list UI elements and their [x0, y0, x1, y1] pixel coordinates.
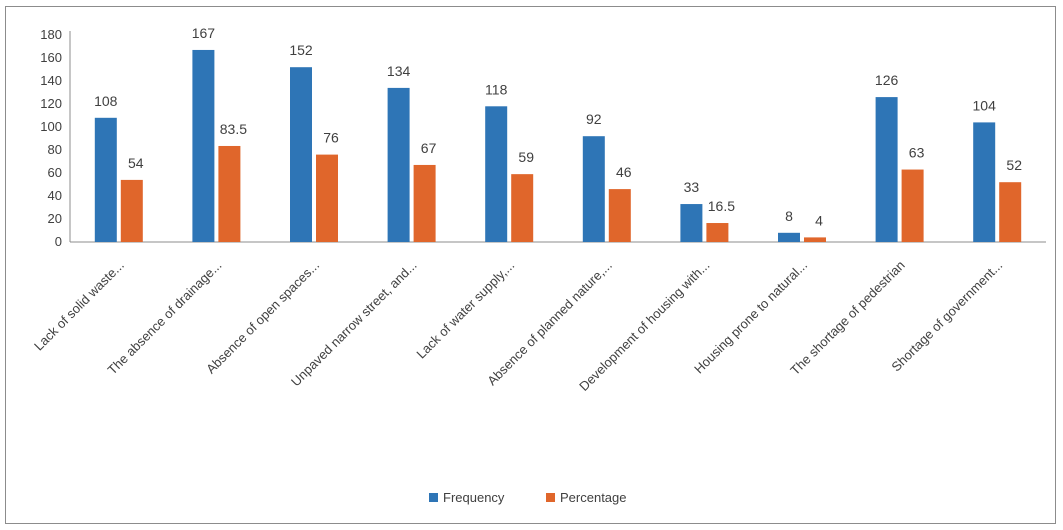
frequency-data-label: 108 [94, 93, 118, 109]
percentage-data-label: 16.5 [708, 198, 735, 214]
frequency-bar [94, 117, 117, 242]
percentage-data-label: 59 [518, 149, 534, 165]
frequency-bar [973, 122, 996, 242]
frequency-bar [778, 232, 800, 242]
percentage-data-label: 46 [616, 164, 632, 180]
category-label: Absence of open spaces... [203, 258, 322, 377]
percentage-bar [511, 174, 534, 242]
frequency-data-label: 126 [875, 72, 899, 88]
y-tick-label: 140 [40, 73, 62, 88]
frequency-bar [192, 49, 215, 243]
chart-frame: 0 20 40 60 80 100 120 140 160 180 108 54 Lack of sol… [5, 6, 1056, 524]
y-tick-label: 80 [48, 142, 62, 157]
legend-swatch-percentage [546, 493, 555, 502]
frequency-bar [680, 204, 703, 242]
percentage-bar [218, 145, 241, 242]
category-label: The absence of drainage... [105, 258, 225, 378]
frequency-bar [290, 67, 312, 242]
percentage-data-label: 76 [323, 130, 339, 146]
frequency-bar [582, 136, 605, 242]
y-tick-label: 0 [55, 234, 62, 249]
percentage-bar [804, 237, 826, 242]
percentage-bar [901, 169, 924, 242]
category-label: The shortage of pedestrian [787, 258, 907, 378]
frequency-data-label: 104 [973, 97, 997, 113]
percentage-data-label: 67 [421, 140, 437, 156]
frequency-bar [387, 87, 410, 243]
percentage-data-label: 63 [909, 145, 925, 161]
y-tick-label: 180 [40, 27, 62, 42]
category-label: Lack of water supply,... [413, 258, 517, 362]
frequency-bar [875, 97, 898, 242]
percentage-bar [316, 154, 338, 242]
percentage-data-label: 54 [128, 155, 144, 171]
y-tick-label: 120 [40, 96, 62, 111]
frequency-bar [485, 106, 508, 242]
percentage-bar [608, 189, 631, 242]
percentage-bar [120, 179, 143, 242]
percentage-bar [413, 164, 436, 242]
category-label: Shortage of government... [888, 258, 1005, 375]
frequency-data-label: 118 [485, 81, 508, 97]
percentage-bar [999, 182, 1022, 242]
y-tick-label: 40 [48, 188, 62, 203]
percentage-bar [706, 223, 729, 242]
legend-label-frequency: Frequency [443, 490, 505, 505]
frequency-data-label: 8 [785, 208, 793, 224]
category-label: Housing prone to natural... [691, 258, 810, 377]
legend-label-percentage: Percentage [560, 490, 627, 505]
frequency-data-label: 152 [289, 42, 313, 58]
frequency-data-label: 33 [684, 179, 700, 195]
bar-chart: 0 20 40 60 80 100 120 140 160 180 108 54 Lack of sol… [31, 25, 1046, 505]
frequency-data-label: 134 [387, 63, 411, 79]
y-tick-label: 160 [40, 50, 62, 65]
percentage-data-label: 83.5 [220, 121, 247, 137]
y-tick-label: 20 [48, 211, 62, 226]
frequency-data-label: 92 [586, 111, 602, 127]
frequency-data-label: 167 [192, 25, 216, 41]
percentage-data-label: 52 [1006, 157, 1022, 173]
y-tick-label: 100 [40, 119, 62, 134]
legend-swatch-frequency [429, 493, 438, 502]
percentage-data-label: 4 [815, 212, 823, 228]
category-label: Lack of solid waste... [31, 258, 127, 354]
y-tick-label: 60 [48, 165, 62, 180]
